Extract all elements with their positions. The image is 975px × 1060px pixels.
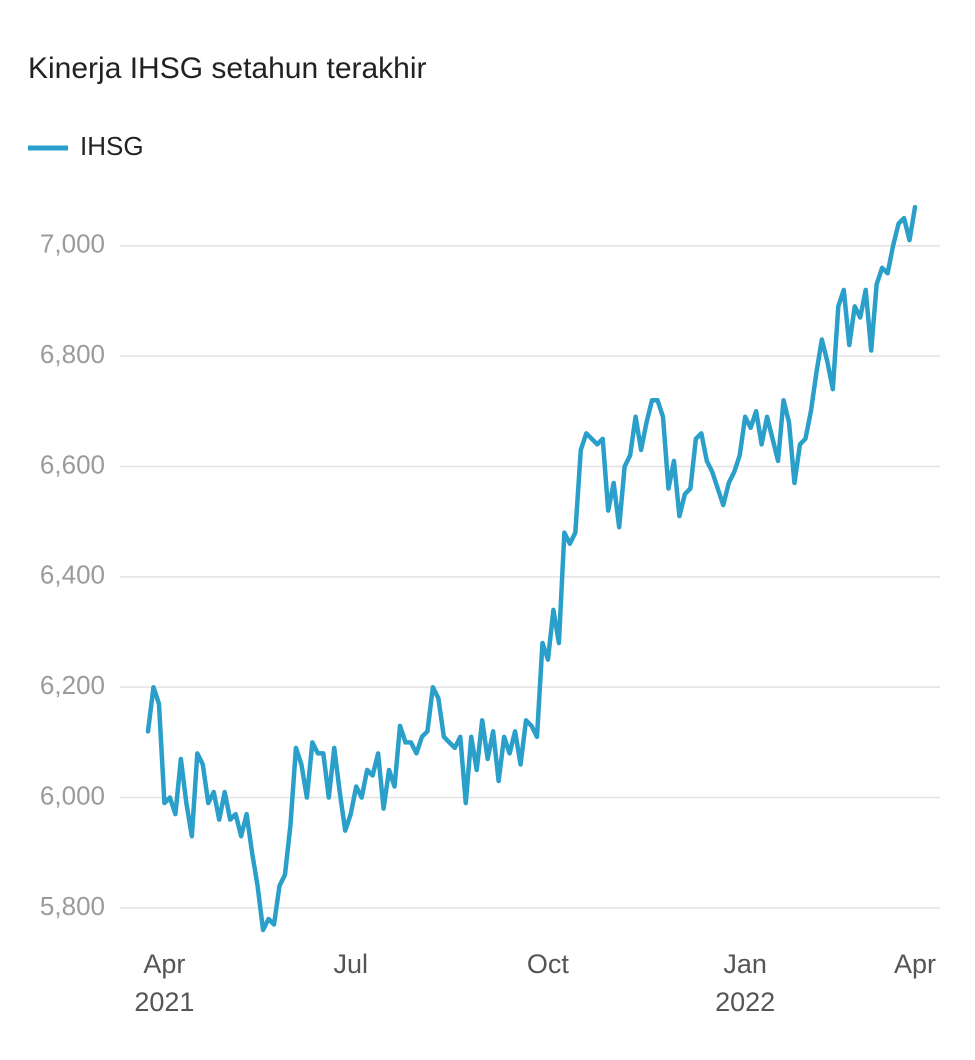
legend-label: IHSG [80, 131, 144, 161]
x-tick-label: Jan 2022 [715, 949, 776, 1017]
y-tick-label: 6,800 [40, 339, 105, 369]
y-tick-label: 6,400 [40, 560, 105, 590]
y-tick-label: 6,000 [40, 780, 105, 810]
x-tick-label: Apr [893, 949, 937, 979]
chart-title: Kinerja IHSG setahun terakhir [28, 52, 427, 85]
x-tick-label: Apr 2021 [134, 949, 195, 1017]
x-tick-label: Jul [333, 949, 368, 979]
series-line [145, 204, 918, 933]
x-tick-label: Oct [526, 949, 569, 979]
y-tick-label: 6,200 [40, 670, 105, 700]
y-tick-label: 7,000 [40, 229, 105, 259]
y-tick-label: 5,800 [40, 891, 105, 921]
y-tick-label: 6,600 [40, 449, 105, 479]
